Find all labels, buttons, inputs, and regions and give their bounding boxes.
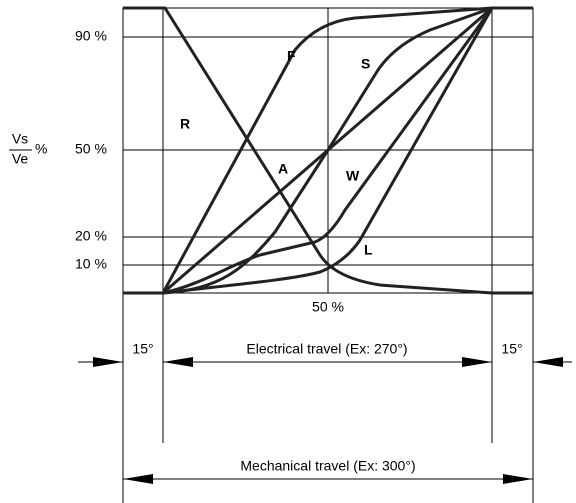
y-label: 90 % xyxy=(75,28,107,44)
curve-label: R xyxy=(180,116,190,132)
curve-r xyxy=(123,6,533,295)
left-angle: 15° xyxy=(132,341,153,357)
y-label: 20 % xyxy=(75,228,107,244)
y-unit: % xyxy=(35,141,47,157)
curve-label: W xyxy=(346,168,360,184)
mechanical-travel: Mechanical travel (Ex: 300°) xyxy=(240,458,415,474)
curve-label: F xyxy=(287,48,296,64)
dimension-arrows xyxy=(78,357,572,484)
electrical-travel: Electrical travel (Ex: 270°) xyxy=(246,341,407,357)
curve-s xyxy=(162,6,493,295)
y-label: 50 % xyxy=(75,141,107,157)
curve-label: A xyxy=(278,161,288,177)
curve-w xyxy=(162,7,494,295)
y-numerator: Vs xyxy=(12,131,28,147)
y-denominator: Ve xyxy=(12,151,29,167)
curve-l xyxy=(162,7,494,295)
curves xyxy=(123,6,533,295)
y-label: 10 % xyxy=(75,256,107,272)
right-angle: 15° xyxy=(501,341,522,357)
curve-label: L xyxy=(364,242,373,258)
x-label: 50 % xyxy=(312,299,344,315)
curve-f xyxy=(161,6,493,294)
curve-label: S xyxy=(361,56,370,72)
